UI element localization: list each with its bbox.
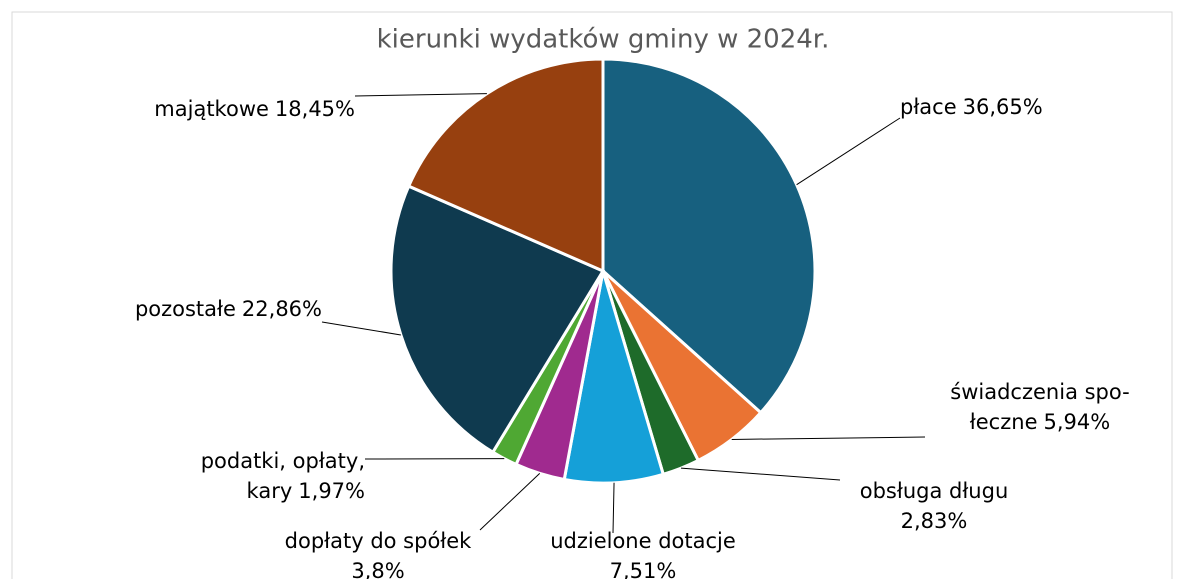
chart-title: kierunki wydatków gminy w 2024r. [377,25,830,55]
value-label: 18,45% [275,97,355,121]
leader-line [321,321,401,336]
value-label: 22,86% [242,297,322,321]
value-label: 5,94% [1043,410,1110,434]
slice-label: pozostałe [135,297,236,321]
value-label: 1,97% [298,479,365,503]
leader-line [680,467,841,481]
slice-label: dopłaty do spółek [285,529,473,553]
pie-slice [406,57,605,274]
value-label: 3,8% [351,559,404,579]
pie-slice [601,57,817,415]
pie-slice [389,184,606,455]
value-label: 36,65% [963,95,1043,119]
leader-line [796,117,901,186]
leader-line [731,436,926,440]
slice-label: obsługa długu [860,479,1009,503]
slice-label: świadczenia spo-łeczne [950,380,1129,434]
slice-label: podatki, opłaty, kary [201,449,365,503]
value-label: 2,83% [901,509,968,533]
leader-line [612,482,615,534]
leader-line [479,472,541,531]
value-label: 7,51% [610,559,677,579]
pie-slice [562,270,666,485]
slice-label: majątkowe [154,97,269,121]
slice-label: płace [900,95,957,119]
slice-label: udzielone dotacje [550,529,736,553]
leader-line [354,93,487,97]
